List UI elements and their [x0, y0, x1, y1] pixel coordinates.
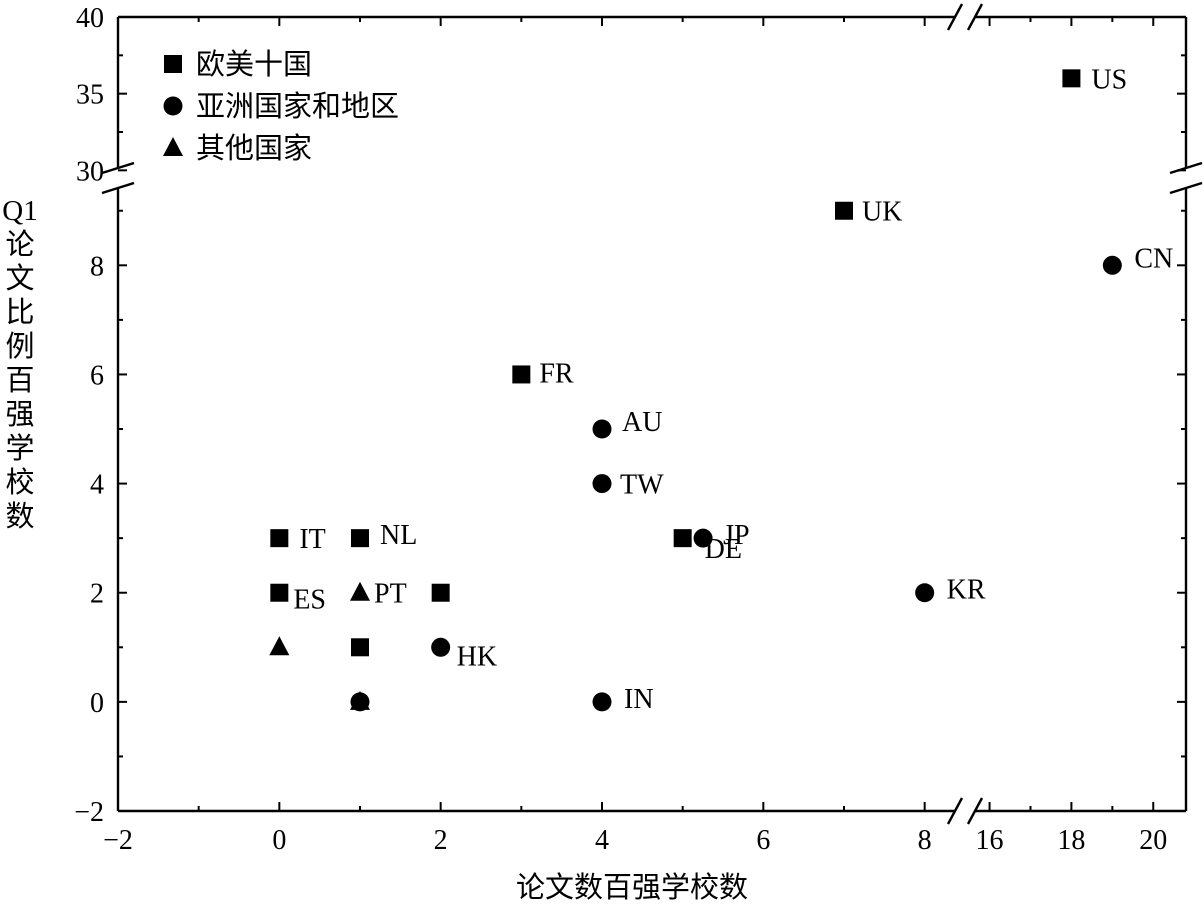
data-point-square: [835, 201, 853, 220]
x-tick-label: 0: [272, 825, 286, 856]
data-point-circle: [592, 474, 612, 494]
y-break-mark: [1169, 161, 1203, 175]
x-break-mark: [966, 797, 984, 825]
point-label: UK: [862, 197, 902, 228]
legend-marker-square: [164, 55, 182, 73]
legend-label: 亚洲国家和地区: [196, 90, 399, 123]
data-point-square: [351, 638, 369, 657]
point-label: HK: [457, 641, 497, 672]
x-tick-label: 8: [918, 825, 932, 856]
legend-marker-triangle: [163, 137, 183, 156]
data-point-circle: [350, 692, 370, 712]
y-tick-label: 6: [90, 360, 104, 391]
y-tick-label: 2: [90, 579, 104, 610]
point-label: DE: [705, 534, 742, 565]
x-break-mark: [946, 797, 964, 825]
y-axis-title-char: Q1: [2, 195, 37, 227]
x-break-mark: [946, 3, 964, 31]
x-break-mark: [966, 3, 984, 31]
data-point-square: [673, 529, 692, 548]
point-label: IN: [624, 684, 654, 715]
y-axis-title-char: 强: [5, 399, 34, 431]
data-point-square: [1062, 69, 1081, 88]
y-tick-label: 8: [90, 251, 104, 282]
data-point-square: [351, 529, 369, 548]
data-point-circle: [693, 528, 713, 548]
data-points: [269, 69, 1122, 712]
data-point-square: [431, 583, 450, 602]
x-tick-label: 20: [1139, 825, 1167, 856]
y-axis-title-char: 百: [5, 365, 34, 397]
y-axis-title-char: 例: [5, 330, 34, 363]
data-point-circle: [592, 692, 612, 712]
axis-tick-labels: −2 0 2 4 6 8 16 18 20 −2 0 2 4 6 8 30 35 40: [74, 3, 1167, 856]
data-point-square: [512, 365, 531, 384]
point-label: PT: [374, 579, 407, 610]
legend-label: 其他国家: [196, 132, 312, 165]
point-label: JP: [723, 520, 749, 551]
plot-frame: [101, 3, 1203, 825]
data-point-square: [270, 529, 289, 548]
y-break-mark: [101, 161, 135, 175]
data-point-circle: [592, 419, 612, 439]
point-label: ES: [293, 585, 326, 616]
data-point-triangle: [269, 636, 290, 656]
data-point-square: [270, 583, 289, 602]
point-label: KR: [947, 575, 986, 606]
y-axis-title-char: 比: [5, 296, 34, 329]
y-axis-title-char: 数: [5, 500, 34, 533]
point-label: FR: [539, 358, 574, 389]
x-tick-label: 16: [976, 825, 1004, 856]
y-axis-title-char: 学: [5, 432, 34, 465]
data-point-circle: [915, 583, 935, 603]
x-tick-label: 6: [756, 825, 770, 856]
legend-marker-circle: [163, 96, 183, 116]
x-tick-label: −2: [103, 825, 133, 856]
data-point-triangle: [350, 581, 370, 601]
point-label: US: [1091, 64, 1127, 95]
y-tick-label: 4: [90, 470, 104, 501]
legend-label: 欧美十国: [196, 48, 312, 81]
x-tick-label: 4: [595, 825, 609, 856]
x-tick-label: 18: [1057, 825, 1085, 856]
point-label: NL: [380, 520, 417, 551]
x-axis-title: 论文数百强学校数: [516, 871, 748, 904]
y-tick-label: 30: [76, 156, 104, 187]
data-point-circle: [1102, 255, 1122, 275]
y-tick-label: 0: [90, 688, 104, 719]
point-label: CN: [1134, 243, 1173, 274]
y-tick-label: −2: [74, 797, 104, 828]
point-label: IT: [299, 524, 325, 555]
y-tick-label: 40: [76, 3, 104, 34]
point-label: TW: [620, 470, 664, 501]
data-point-circle: [431, 637, 451, 657]
y-axis-title-char: 文: [5, 262, 34, 295]
axis-ticks: [117, 16, 1186, 812]
y-axis-title-char: 论: [5, 228, 34, 261]
y-tick-label: 35: [76, 80, 104, 111]
x-tick-label: 2: [434, 825, 448, 856]
point-label: AU: [622, 407, 662, 438]
y-axis-title-char: 校: [5, 466, 34, 499]
y-break-mark: [101, 181, 135, 195]
y-break-mark: [1169, 181, 1203, 195]
